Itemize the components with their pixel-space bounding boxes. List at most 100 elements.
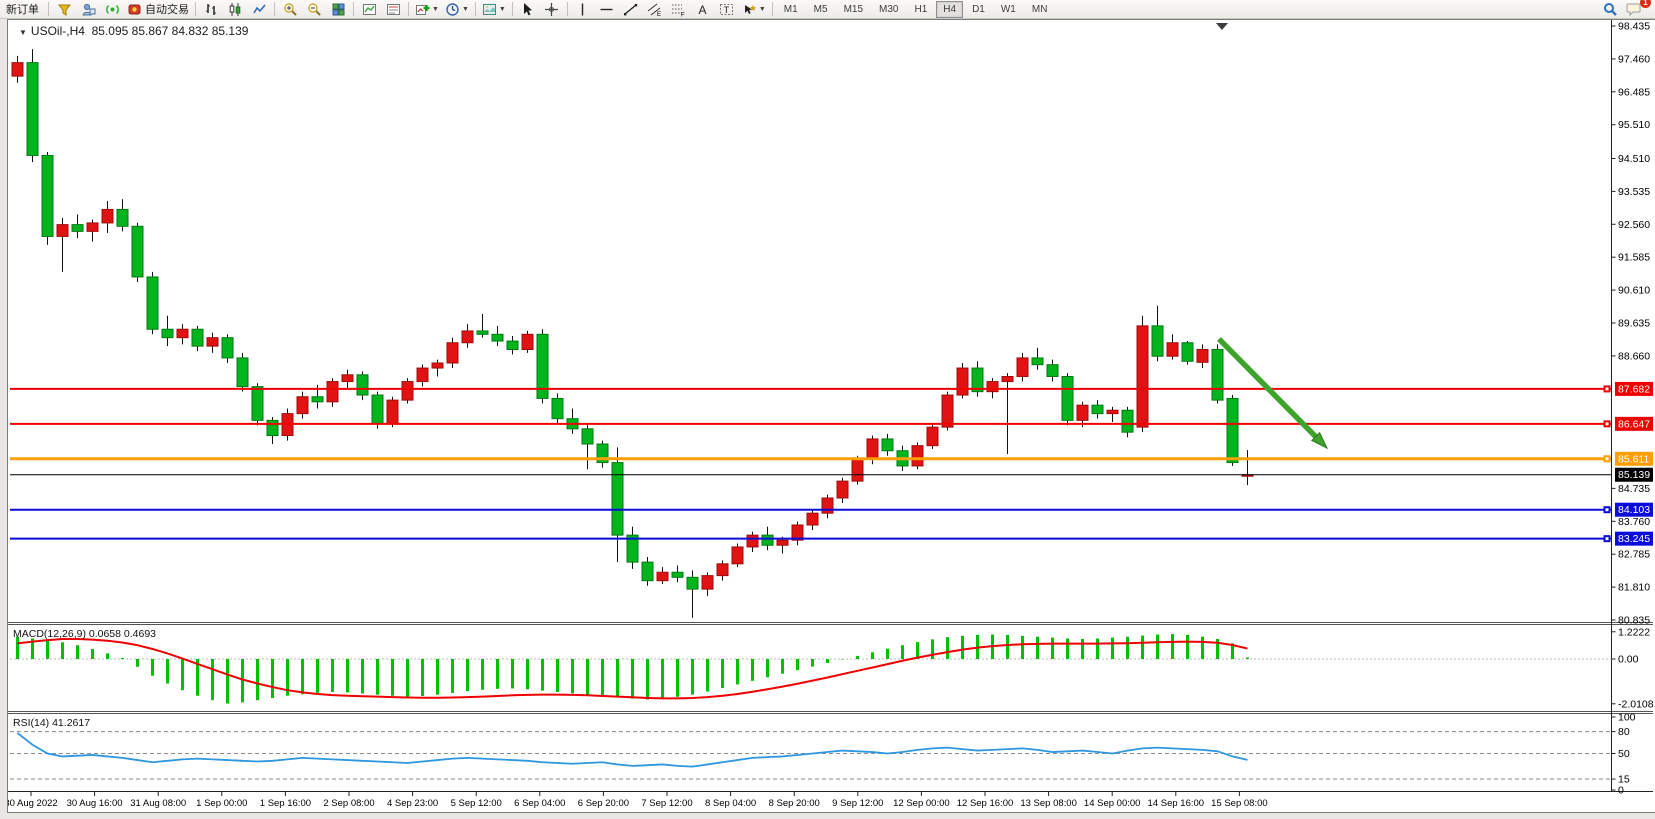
users-button[interactable] bbox=[77, 1, 99, 17]
candle bbox=[836, 477, 849, 504]
candle bbox=[236, 352, 249, 392]
bar-chart-button[interactable] bbox=[200, 1, 222, 17]
candle bbox=[446, 337, 459, 369]
svg-text:12 Sep 00:00: 12 Sep 00:00 bbox=[893, 798, 950, 809]
svg-text:97.460: 97.460 bbox=[1618, 53, 1650, 65]
svg-text:1 Sep 16:00: 1 Sep 16:00 bbox=[260, 798, 311, 809]
horizontal-line-button[interactable] bbox=[596, 1, 618, 17]
data-window-button[interactable] bbox=[382, 1, 404, 17]
svg-text:86.647: 86.647 bbox=[1618, 418, 1650, 430]
signals-button[interactable] bbox=[101, 1, 123, 17]
candle bbox=[881, 433, 894, 456]
candle bbox=[1046, 359, 1059, 382]
dropdown-arrow-icon[interactable]: ▼ bbox=[758, 5, 766, 13]
candle bbox=[131, 222, 144, 282]
candlestick-chart-icon bbox=[229, 2, 240, 16]
timeframe-button-h1[interactable]: H1 bbox=[914, 3, 928, 15]
svg-text:14 Sep 16:00: 14 Sep 16:00 bbox=[1148, 798, 1205, 809]
svg-text:95.510: 95.510 bbox=[1618, 119, 1650, 131]
vertical-line-button[interactable] bbox=[572, 1, 594, 17]
text-button[interactable]: A bbox=[692, 1, 714, 17]
svg-text:9 Sep 12:00: 9 Sep 12:00 bbox=[832, 798, 883, 809]
svg-text:80.835: 80.835 bbox=[1618, 615, 1650, 627]
cursor-button[interactable] bbox=[517, 1, 539, 17]
funnel-button[interactable] bbox=[53, 1, 75, 17]
tile-windows-button[interactable] bbox=[327, 1, 349, 17]
equidistant-channel-button[interactable]: E bbox=[644, 1, 666, 17]
symbol-dropdown-arrow[interactable]: ▼ bbox=[19, 28, 27, 37]
svg-text:94.510: 94.510 bbox=[1618, 153, 1650, 165]
candle bbox=[116, 199, 129, 232]
crosshair-button[interactable] bbox=[541, 1, 563, 17]
horizontal-line-icon bbox=[600, 8, 613, 10]
timeframe-button-m15[interactable]: M15 bbox=[843, 3, 864, 15]
timeframe-button-m1[interactable]: M1 bbox=[783, 3, 798, 15]
timeframe-button-h4[interactable]: H4 bbox=[936, 0, 964, 18]
timeframe-button-m30[interactable]: M30 bbox=[879, 3, 899, 15]
text-label-button[interactable]: T bbox=[716, 1, 738, 17]
toolbar-separator bbox=[408, 2, 409, 16]
candle bbox=[551, 393, 564, 424]
periods-clock-icon bbox=[446, 2, 459, 16]
trend-line-button[interactable] bbox=[620, 1, 642, 17]
notifications-button[interactable]: 1 bbox=[1623, 0, 1651, 17]
autotrading-button[interactable]: 自动交易 bbox=[125, 1, 191, 17]
candle bbox=[1226, 395, 1239, 466]
equidistant-channel-icon: E bbox=[648, 3, 661, 17]
auto-trading-label: 自动交易 bbox=[145, 4, 189, 16]
svg-text:13 Sep 08:00: 13 Sep 08:00 bbox=[1020, 798, 1077, 809]
candle bbox=[521, 330, 534, 353]
search-button[interactable] bbox=[1599, 1, 1621, 17]
zoom-out-button[interactable] bbox=[303, 1, 325, 17]
toolbar-separator bbox=[48, 2, 49, 16]
chart-snapshot-icon bbox=[482, 3, 496, 15]
timeframe-button-mn[interactable]: MN bbox=[1031, 3, 1048, 15]
chart-shift-marker[interactable] bbox=[1216, 23, 1228, 30]
candle bbox=[491, 325, 504, 347]
candle bbox=[626, 526, 639, 569]
chart-snapshot-button[interactable]: ▼ bbox=[480, 1, 508, 17]
candle bbox=[926, 423, 939, 450]
candle bbox=[971, 361, 984, 397]
svg-text:F: F bbox=[681, 12, 685, 17]
indicators-window-button[interactable] bbox=[358, 1, 380, 17]
fibonacci-button[interactable]: F bbox=[668, 1, 690, 17]
svg-text:30 Aug 2022: 30 Aug 2022 bbox=[8, 798, 58, 809]
toolbar-right: 1 bbox=[1598, 0, 1651, 17]
svg-text:50: 50 bbox=[1618, 748, 1630, 760]
dropdown-arrow-icon[interactable]: ▼ bbox=[498, 5, 506, 13]
svg-text:30 Aug 16:00: 30 Aug 16:00 bbox=[67, 798, 123, 809]
chart-canvas[interactable]: 98.435 97.460 96.485 95.510 94.510 93.535 92.5… bbox=[8, 20, 1653, 810]
timeframe-button-m5[interactable]: M5 bbox=[813, 3, 828, 15]
trend-arrow[interactable] bbox=[1217, 337, 1329, 450]
svg-text:2 Sep 08:00: 2 Sep 08:00 bbox=[323, 798, 374, 809]
timeframe-button-w1[interactable]: W1 bbox=[1000, 3, 1016, 15]
candle bbox=[716, 560, 729, 581]
chat-bubble-icon bbox=[1626, 3, 1641, 16]
add-indicator-button[interactable]: ▼ bbox=[413, 1, 441, 17]
candle bbox=[746, 531, 759, 552]
periods-clock-button[interactable]: ▼ bbox=[443, 1, 471, 17]
svg-text:12 Sep 16:00: 12 Sep 16:00 bbox=[957, 798, 1014, 809]
vertical-line-icon bbox=[582, 3, 584, 15]
candle bbox=[1166, 334, 1179, 360]
dropdown-arrow-icon[interactable]: ▼ bbox=[432, 5, 439, 13]
horizontal-level-lines[interactable] bbox=[10, 385, 1612, 543]
arrows-button[interactable]: ▼ bbox=[740, 1, 768, 17]
timeframe-button-d1[interactable]: D1 bbox=[972, 3, 985, 15]
rsi-pane: 100 80 50 150 bbox=[10, 712, 1636, 797]
text-icon: A bbox=[699, 3, 707, 17]
data-window-icon bbox=[386, 3, 400, 15]
chart-window[interactable]: ▼ USOil-,H4 85.095 85.867 84.832 85.139 M… bbox=[7, 19, 1655, 813]
line-chart-button[interactable] bbox=[248, 1, 270, 17]
dropdown-arrow-icon[interactable]: ▼ bbox=[461, 5, 469, 13]
candle bbox=[956, 362, 969, 399]
candle bbox=[11, 55, 24, 83]
toolbar-separator bbox=[511, 2, 513, 16]
autotrading-icon bbox=[128, 4, 141, 14]
new-order-button[interactable]: 新订单 bbox=[6, 4, 39, 16]
zoom-in-button[interactable] bbox=[279, 1, 301, 17]
trend-line-icon bbox=[624, 3, 638, 15]
candlestick-chart-button[interactable] bbox=[224, 1, 246, 17]
svg-text:100: 100 bbox=[1618, 712, 1636, 724]
